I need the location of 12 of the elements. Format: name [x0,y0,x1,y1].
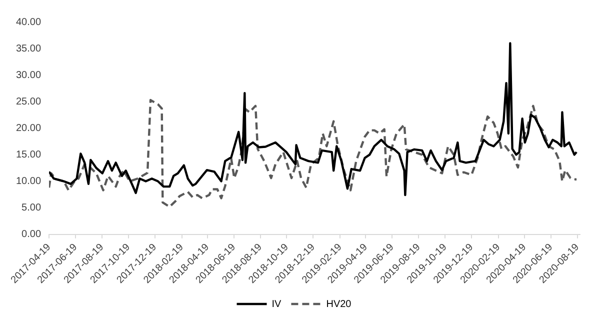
y-tick-label: 20.00 [16,122,42,134]
y-tick-label: 0.00 [22,229,42,240]
y-tick-label: 5.00 [22,202,42,214]
y-tick-label: 30.00 [16,70,42,81]
legend-label: HV20 [326,298,352,310]
y-tick-label: 10.00 [16,176,42,188]
y-tick-label: 35.00 [16,43,42,54]
line-series [49,98,578,208]
legend-label: IV [272,298,282,310]
y-tick-label: 40.00 [16,16,42,28]
y-tick-label: 25.00 [16,96,42,108]
y-tick-label: 15.00 [16,149,42,160]
